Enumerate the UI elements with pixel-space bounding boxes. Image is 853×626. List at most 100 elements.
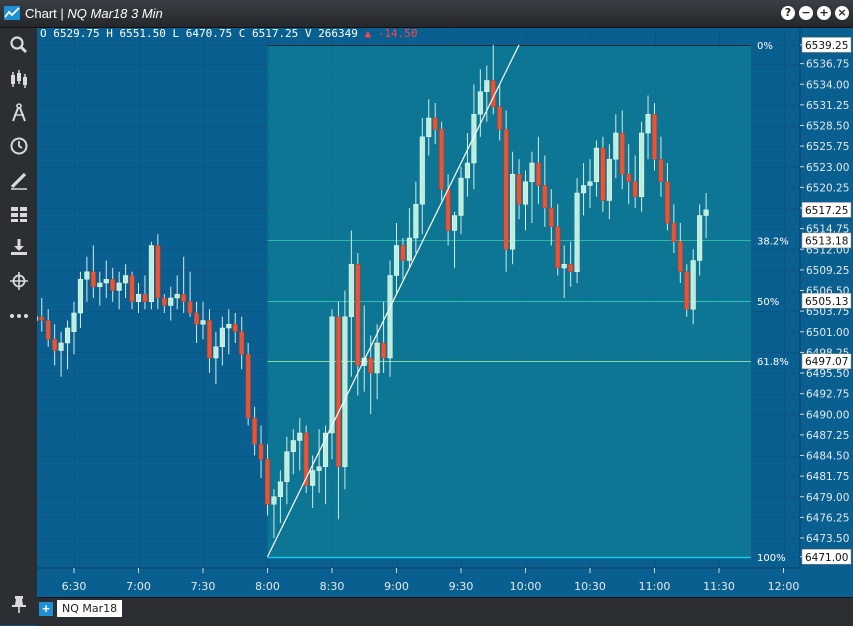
candle-body-up (168, 297, 174, 306)
candle (219, 316, 225, 366)
candle-body-up (84, 271, 90, 280)
candle (252, 406, 258, 456)
candle (426, 99, 432, 156)
candle-body-down (626, 174, 632, 182)
candle-body-up (374, 342, 380, 374)
candle-body-down (439, 129, 445, 190)
y-tick-label: 6476.25 (806, 512, 849, 524)
fibonacci-labels: 0% 38.2% 50% 61.8% 100% (757, 41, 789, 564)
candle (374, 324, 380, 400)
close-button[interactable]: × (835, 6, 849, 20)
x-tick-label: 7:00 (126, 580, 151, 593)
candle-body-up (148, 245, 154, 302)
pencil-icon[interactable] (8, 169, 30, 191)
candle (264, 444, 271, 516)
candle-body-up (413, 204, 419, 239)
candle-body-down (497, 106, 503, 130)
candle (142, 275, 148, 310)
price-label-text: 6471.00 (805, 552, 848, 564)
candle (303, 425, 309, 493)
pin-icon[interactable] (8, 593, 30, 615)
minimize-button[interactable]: − (799, 6, 813, 20)
search-icon[interactable] (8, 34, 30, 56)
candle-body-up (277, 481, 283, 497)
candle (129, 271, 135, 310)
candle (639, 121, 645, 212)
x-axis-ticks[interactable]: 6:30 7:00 7:30 8:00 8:30 9:00 9:30 10:00 10:30 11… (62, 568, 800, 593)
x-tick-label: 8:00 (255, 580, 280, 593)
candle (477, 69, 483, 137)
candle-body-down (206, 320, 212, 359)
symbol-tab-bar: + NQ Mar18 (37, 597, 853, 626)
price-chart[interactable]: 0% 38.2% 50% 61.8% 100% 6539.25 6536.75 6534.0… (13, 28, 853, 597)
candle (39, 298, 45, 332)
y-tick-label: 6490.00 (806, 409, 849, 421)
candle-body-down (671, 222, 677, 242)
clock-icon[interactable] (8, 135, 30, 157)
candle-body-down (252, 417, 258, 445)
x-tick-label: 7:30 (191, 580, 216, 593)
price-label: 6471.00 (801, 549, 852, 565)
y-tick-label: 6501.00 (806, 327, 849, 339)
candle-body-up (639, 132, 645, 197)
y-tick-label: 6525.75 (806, 141, 849, 153)
fib-trend-line[interactable] (266, 44, 520, 558)
chart-app-icon (4, 6, 20, 20)
candle-body-up (271, 496, 277, 505)
candle-body-up (116, 282, 122, 291)
candle (439, 121, 445, 201)
candle (703, 193, 709, 238)
candle-body-up (477, 91, 483, 115)
candle-body-down (400, 245, 406, 261)
candle-body-down (542, 185, 548, 209)
window-subtitle: NQ Mar18 3 Min (67, 6, 163, 21)
candle (413, 181, 419, 253)
maximize-button[interactable]: + (817, 6, 831, 20)
candlestick-icon[interactable] (8, 68, 30, 90)
candle (194, 301, 200, 343)
candle (245, 343, 251, 426)
price-label-text: 6539.25 (805, 40, 848, 52)
candle-body-down (503, 129, 509, 250)
candle (316, 429, 322, 493)
candle (187, 271, 193, 317)
fibonacci-retracement[interactable] (267, 44, 752, 559)
candle (619, 110, 625, 190)
candle-body-down (432, 117, 438, 130)
candle-body-up (561, 264, 567, 269)
candle-body-up (297, 432, 303, 441)
candle-body-up (387, 275, 393, 359)
candle-body-down (303, 432, 309, 486)
candle-body-up (310, 470, 316, 486)
candle (593, 140, 600, 197)
candle (284, 436, 290, 505)
candle (271, 489, 277, 538)
price-label-box (801, 37, 852, 53)
candle-body-up (200, 320, 206, 325)
fibonacci-trendline[interactable] (266, 44, 520, 558)
candle (258, 425, 264, 478)
add-tab-button[interactable]: + (39, 602, 53, 616)
x-tick-label: 11:00 (639, 580, 671, 593)
y-tick-label: 6531.25 (806, 100, 849, 112)
fib-level-label: 0% (757, 41, 773, 52)
drawing-compass-icon[interactable] (8, 102, 30, 124)
price-label-text: 6497.07 (805, 356, 848, 368)
download-icon[interactable] (8, 236, 30, 258)
y-tick-label: 6484.50 (806, 451, 849, 463)
candle-body-down (39, 316, 45, 321)
chart-area[interactable]: 0% 38.2% 50% 61.8% 100% 6539.25 6536.75 6534.0… (13, 27, 853, 597)
candle (155, 234, 161, 310)
help-button[interactable]: ? (781, 6, 795, 20)
x-tick-label: 11:30 (703, 580, 735, 593)
symbol-tab[interactable]: NQ Mar18 (57, 600, 123, 617)
candle (335, 301, 341, 520)
x-tick-label: 8:30 (320, 580, 345, 593)
crosshair-icon[interactable] (8, 270, 30, 292)
grid-layout-icon[interactable] (8, 203, 30, 225)
candle (690, 249, 696, 325)
more-icon[interactable] (8, 304, 30, 326)
y-tick-label: 6528.50 (806, 121, 849, 133)
y-tick-label: 6473.50 (806, 533, 849, 545)
candle-body-down (381, 342, 387, 359)
